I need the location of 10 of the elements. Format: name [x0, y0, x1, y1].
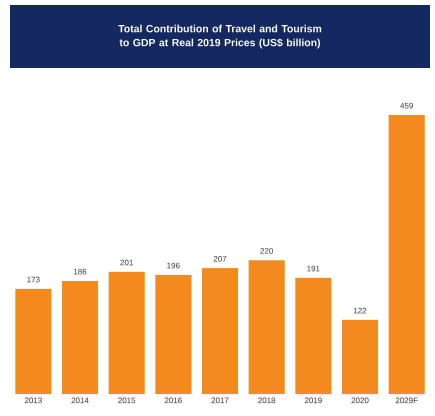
bar	[248, 260, 285, 394]
bar	[388, 114, 425, 394]
bar	[295, 278, 332, 394]
bar	[202, 268, 238, 394]
bar	[62, 280, 98, 394]
bar	[342, 320, 378, 394]
bar	[108, 272, 145, 394]
bar	[15, 288, 52, 394]
bar	[155, 274, 192, 394]
chart-title: Total Contribution of Travel and Tourism to GDP at Real 2019 Prices (US$ billion)	[118, 24, 322, 48]
